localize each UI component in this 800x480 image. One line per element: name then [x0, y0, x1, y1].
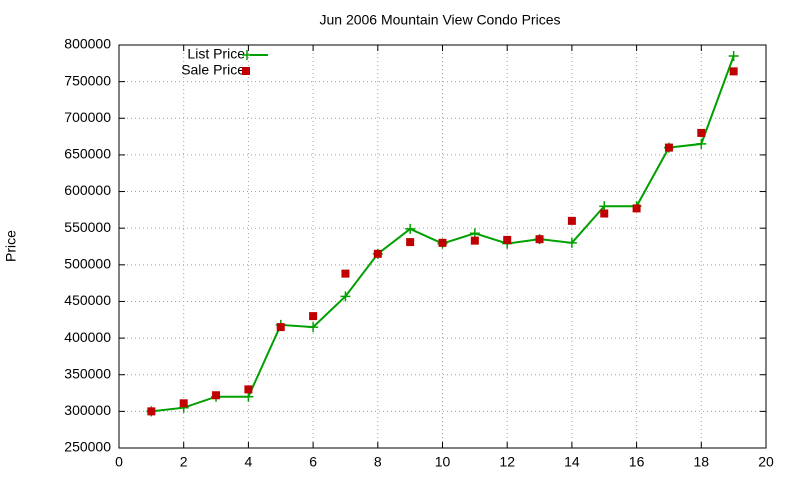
data-point: [405, 223, 416, 234]
x-tick-label: 20: [758, 454, 774, 470]
data-point: [697, 128, 706, 137]
y-tick-label: 350000: [64, 365, 111, 381]
data-point: [567, 216, 576, 225]
data-point: [276, 323, 285, 332]
x-tick-label: 16: [629, 454, 645, 470]
x-tick-label: 14: [564, 454, 580, 470]
y-tick-label: 700000: [64, 109, 111, 125]
data-point: [341, 269, 350, 278]
y-tick-label: 600000: [64, 182, 111, 198]
data-point: [179, 399, 188, 408]
data-point: [373, 249, 382, 258]
x-tick-label: 6: [309, 454, 317, 470]
y-tick-label: 800000: [64, 36, 111, 52]
data-point: [696, 138, 707, 149]
data-point: [308, 322, 319, 333]
x-tick-label: 10: [435, 454, 451, 470]
data-point: [406, 238, 415, 247]
data-point: [244, 385, 253, 394]
data-point: [535, 235, 544, 244]
data-point: [470, 236, 479, 245]
legend-label: List Price: [187, 46, 245, 62]
x-tick-label: 2: [180, 454, 188, 470]
y-tick-label: 550000: [64, 219, 111, 235]
data-point: [212, 391, 221, 400]
chart-title: Jun 2006 Mountain View Condo Prices: [319, 12, 560, 28]
data-point: [340, 291, 351, 302]
data-point: [309, 312, 318, 321]
y-tick-label: 650000: [64, 146, 111, 162]
x-tick-label: 4: [245, 454, 253, 470]
data-point: [566, 237, 577, 248]
data-point: [728, 50, 739, 61]
data-point: [147, 407, 156, 416]
x-tick-label: 8: [374, 454, 382, 470]
y-tick-label: 400000: [64, 329, 111, 345]
legend-marker: [242, 50, 252, 60]
y-tick-label: 450000: [64, 292, 111, 308]
x-tick-label: 18: [694, 454, 710, 470]
data-point: [632, 204, 641, 213]
y-axis-label: Price: [3, 230, 19, 262]
y-tick-label: 500000: [64, 256, 111, 272]
y-tick-label: 250000: [64, 439, 111, 455]
y-tick-label: 300000: [64, 402, 111, 418]
data-point: [729, 67, 738, 76]
data-point: [438, 238, 447, 247]
legend-label: Sale Price: [181, 62, 245, 78]
data-point: [664, 143, 673, 152]
data-point: [503, 235, 512, 244]
legend-marker: [242, 67, 250, 75]
y-tick-label: 750000: [64, 72, 111, 88]
data-point: [600, 209, 609, 218]
x-tick-label: 12: [499, 454, 515, 470]
x-tick-label: 0: [115, 454, 123, 470]
plot-frame: [118, 44, 767, 449]
